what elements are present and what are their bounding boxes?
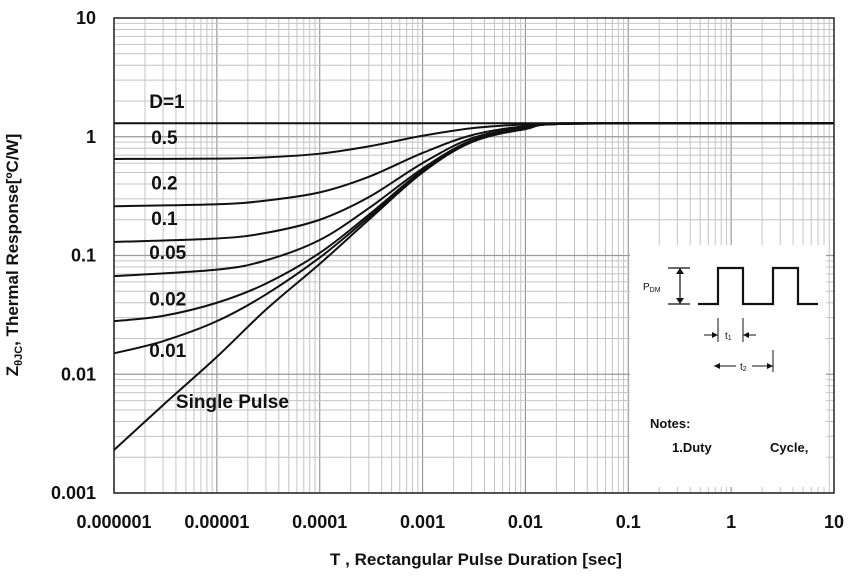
x-tick-label: 0.000001 [76, 512, 151, 532]
y-tick-label: 1 [86, 127, 96, 147]
inset-pulse-diagram: PDM t1 t2 Notes: 1.Duty Cycle, [643, 266, 818, 455]
x-tick-label: 0.01 [508, 512, 543, 532]
t2-arrowheads [714, 363, 773, 369]
curve-labels: D=1 0.5 0.2 0.1 0.05 0.02 0.01 Single Pulse [149, 92, 289, 413]
t1-label: t1 [725, 331, 732, 342]
plot-frame [113, 17, 835, 494]
y-tick-label: 0.1 [71, 246, 96, 266]
y-tick-label: 0.001 [51, 483, 96, 503]
series-line-single-pulse [113, 122, 835, 451]
series-label-single-pulse: Single Pulse [176, 392, 289, 413]
tick-labels: 0.000001 0.00001 0.0001 0.001 0.01 0.1 1 10 0.00… [51, 8, 844, 532]
series-label-d-1: D=1 [149, 92, 185, 113]
y-axis-title: ZθJC, Thermal Response[ºC/W] [3, 134, 25, 377]
curves [113, 122, 835, 451]
x-tick-label: 0.1 [616, 512, 641, 532]
x-tick-label: 10 [824, 512, 844, 532]
y-tick-label: 0.01 [61, 364, 96, 384]
series-label-0-1: 0.1 [151, 209, 178, 230]
t2-label: t2 [740, 362, 747, 373]
pdm-label: PDM [643, 282, 661, 294]
notes-line-a: 1.Duty [672, 440, 713, 455]
pulse-waveform [698, 266, 818, 306]
notes-line-b: Cycle, [770, 440, 808, 455]
series-label-0-2: 0.2 [151, 173, 177, 194]
series-label-0-05: 0.05 [149, 243, 186, 264]
grid [113, 18, 834, 494]
series-label-0-02: 0.02 [149, 289, 186, 310]
series-label-0-01: 0.01 [149, 341, 186, 362]
y-tick-label: 10 [76, 8, 96, 28]
notes-title: Notes: [650, 416, 690, 431]
x-tick-label: 1 [726, 512, 736, 532]
series-label-0-5: 0.5 [151, 128, 178, 149]
x-tick-label: 0.0001 [292, 512, 347, 532]
x-axis-title: T , Rectangular Pulse Duration [sec] [330, 550, 622, 569]
x-tick-label: 0.00001 [184, 512, 249, 532]
x-tick-label: 0.001 [400, 512, 445, 532]
